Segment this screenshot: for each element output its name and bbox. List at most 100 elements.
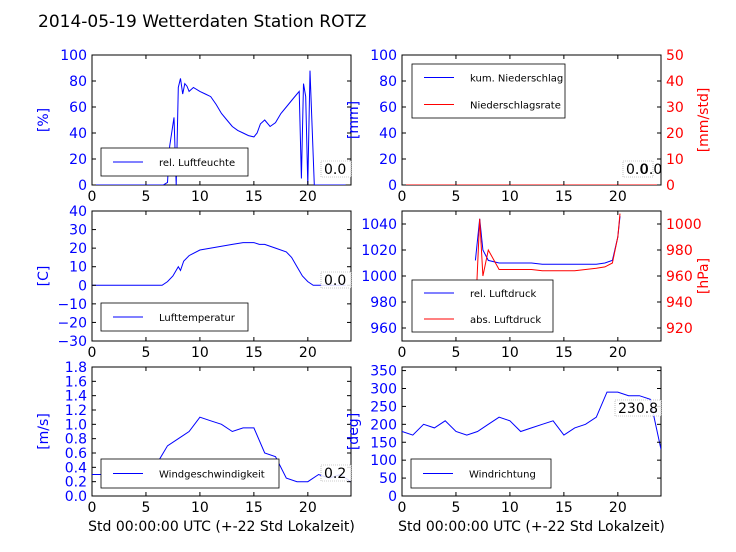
y-tick-label-right: 30 (666, 100, 684, 116)
y-tick-label: 40 (69, 126, 87, 142)
legend-label: rel. Luftfeuchte (159, 158, 235, 169)
x-axis-label: Std 00:00:00 UTC (+-22 Std Lokalzeit) (88, 519, 355, 535)
y-tick-label-right: 40 (666, 74, 684, 90)
y-tick-label: 350 (370, 364, 397, 380)
y-tick-label: 1.8 (65, 360, 87, 376)
y-tick-label-right: 0 (666, 178, 675, 194)
y-tick-label: 0.6 (65, 446, 87, 462)
svg-text:0.0: 0.0 (324, 273, 346, 289)
x-tick-label: 0 (398, 189, 407, 205)
x-tick-label: 5 (141, 500, 150, 516)
chart-panel-2: 0 5 10 15 20 0 20 40 60 80 100 0 10 20 30 40 50 [mm] [mm/s… (346, 48, 712, 205)
x-tick-label: 10 (191, 345, 209, 361)
y-tick-label: 40 (379, 126, 397, 142)
legend-label: Lufttemperatur (159, 313, 236, 324)
legend-label: abs. Luftdruck (470, 315, 541, 326)
x-tick-label: 15 (555, 500, 573, 516)
svg-text:0.2: 0.2 (324, 466, 346, 482)
y-tick-label: 300 (370, 382, 397, 398)
y-tick-label: 960 (370, 321, 397, 337)
x-tick-label: 10 (501, 345, 519, 361)
series-line-1 (92, 242, 346, 286)
x-tick-label: 20 (299, 189, 317, 205)
value-annotation: 230.8 (614, 399, 662, 417)
x-tick-label: 5 (451, 500, 460, 516)
y-tick-label: 1.2 (65, 403, 87, 419)
y-tick-label: 20 (69, 241, 87, 257)
x-tick-label: 10 (191, 189, 209, 205)
value-annotation: 0.0 (320, 271, 352, 289)
x-tick-label: 0 (398, 345, 407, 361)
x-tick-label: 5 (451, 189, 460, 205)
x-tick-label: 5 (141, 189, 150, 205)
legend: rel. Luftdruck abs. Luftdruck (411, 279, 554, 333)
y-tick-label: 1.6 (65, 374, 87, 390)
legend-label: Windgeschwindigkeit (159, 470, 265, 481)
y-tick-label: 0 (388, 178, 397, 194)
y-tick-label-right: 980 (666, 243, 693, 259)
x-tick-label: 20 (299, 500, 317, 516)
y-axis-label-right: [mm/std] (696, 88, 712, 153)
y-tick-label: 20 (69, 152, 87, 168)
legend: Windrichtung (410, 458, 552, 489)
y-tick-label-right: 50 (666, 48, 684, 64)
y-tick-label-right: 960 (666, 269, 693, 285)
legend-label: Windrichtung (469, 470, 536, 481)
svg-text:0.0: 0.0 (640, 162, 662, 178)
y-tick-label-right: 940 (666, 295, 693, 311)
y-tick-label: 0.2 (65, 475, 87, 491)
x-tick-label: 15 (245, 345, 263, 361)
value-annotation: 0.0 (622, 160, 654, 178)
x-tick-label: 20 (609, 345, 627, 361)
series-line-1 (402, 391, 661, 450)
legend: rel. Luftfeuchte (100, 147, 249, 177)
y-tick-label: 980 (370, 295, 397, 311)
x-tick-label: 0 (88, 345, 97, 361)
legend: Lufttemperatur (100, 302, 249, 332)
y-axis-label: [C] (36, 266, 52, 287)
legend-label: kum. Niederschlag (470, 74, 563, 85)
series-line-1 (474, 216, 621, 265)
value-annotation-2: 0.0 (640, 162, 662, 178)
chart-panel-5: 0 5 10 15 200.00.20.40.60.81.01.21.41.61.8[m… (36, 360, 355, 535)
x-tick-label: 10 (501, 189, 519, 205)
value-annotation: 0.0 (320, 160, 352, 178)
y-tick-label: −20 (57, 315, 87, 331)
y-axis-label: [%] (36, 108, 52, 132)
y-axis-label: [deg] (346, 413, 362, 450)
x-axis-label: Std 00:00:00 UTC (+-22 Std Lokalzeit) (398, 519, 665, 535)
x-tick-label: 10 (501, 500, 519, 516)
y-tick-label: 1.4 (65, 389, 87, 405)
y-tick-label: 40 (69, 204, 87, 220)
y-tick-label: 0 (78, 178, 87, 194)
y-tick-label: 100 (370, 48, 397, 64)
y-tick-label: 250 (370, 399, 397, 415)
x-tick-label: 5 (141, 345, 150, 361)
x-tick-label: 15 (555, 189, 573, 205)
svg-text:230.8: 230.8 (618, 401, 658, 417)
y-tick-label: 60 (69, 100, 87, 116)
x-tick-label: 10 (191, 500, 209, 516)
x-tick-label: 5 (451, 345, 460, 361)
legend: Windgeschwindigkeit (100, 458, 280, 489)
chart-panel-3: 0 5 10 15 20 −30 −20 −10 0 10 20 30 40 [C] Lufttempera… (36, 204, 352, 361)
y-tick-label-right: 20 (666, 126, 684, 142)
y-tick-label: 100 (60, 48, 87, 64)
figure-title: 2014-05-19 Wetterdaten Station ROTZ (38, 12, 367, 32)
plot-frame (91, 54, 352, 186)
y-tick-label: 150 (370, 435, 397, 451)
y-axis-label: [m/s] (36, 413, 52, 450)
x-tick-label: 15 (555, 345, 573, 361)
y-tick-label: 100 (370, 453, 397, 469)
series-line-2 (474, 213, 621, 316)
y-axis-label-right: [hPa] (696, 258, 712, 294)
y-tick-label: −10 (57, 297, 87, 313)
y-tick-label-right: 920 (666, 321, 693, 337)
legend-label: rel. Luftdruck (470, 289, 536, 300)
x-tick-label: 0 (88, 189, 97, 205)
y-tick-label: −30 (57, 334, 87, 350)
x-tick-label: 20 (299, 345, 317, 361)
y-tick-label: 0 (388, 489, 397, 505)
